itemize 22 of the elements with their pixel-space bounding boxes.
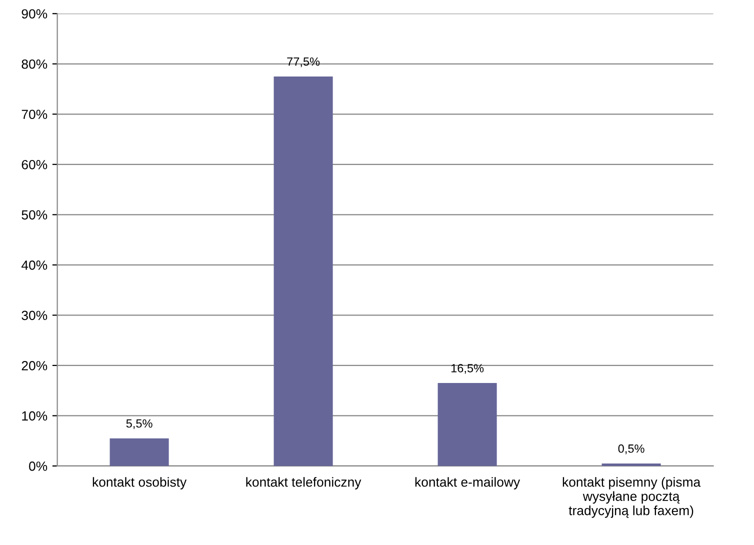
y-tick-label: 60%: [22, 160, 48, 170]
bar: [438, 383, 497, 466]
bar: [602, 463, 661, 466]
y-tick-label: 20%: [22, 361, 48, 370]
y-tick-label: 70%: [22, 110, 48, 120]
bar: [110, 438, 169, 466]
x-tick-label: kontakt telefoniczny: [246, 477, 362, 490]
data-label: 5,5%: [126, 419, 152, 430]
data-label: 16,5%: [451, 364, 484, 374]
y-tick-label: 40%: [21, 260, 48, 270]
y-tick-label: 0%: [29, 462, 48, 471]
y-tick-label: 10%: [22, 411, 48, 421]
data-label: 0,5%: [618, 444, 644, 454]
y-tick-label: 50%: [22, 210, 48, 220]
x-tick-label: kontakt e-mailowy: [415, 477, 520, 490]
y-tick-label: 30%: [22, 310, 48, 320]
y-tick-label: 80%: [22, 59, 48, 69]
y-tick-label: 90%: [22, 9, 48, 19]
bar: [274, 76, 333, 466]
x-tick-label: kontakt pisemny (pisma wysyłane pocztą tradycyjną lub faxem): [562, 477, 701, 518]
data-label: 77,5%: [287, 57, 320, 68]
x-tick-label: kontakt osobisty: [92, 477, 187, 490]
